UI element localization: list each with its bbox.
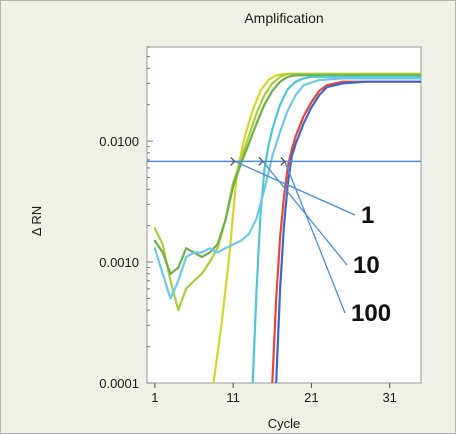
x-tick-label: 11 — [226, 390, 240, 405]
y-minor-ticks — [147, 46, 153, 384]
y-tick-group: 0.0001 0.0010 0.0100 — [99, 134, 139, 391]
series-line-5 — [153, 77, 421, 300]
x-tick-label: 31 — [382, 390, 396, 405]
x-tick-label: 21 — [304, 390, 318, 405]
series-group — [153, 72, 421, 383]
series-line-2 — [153, 72, 421, 312]
annotation-group: 1 10 100 — [230, 156, 391, 327]
annotation-marker-1 — [230, 156, 236, 166]
series-line-4 — [251, 75, 421, 383]
annotation-label-1: 1 — [361, 202, 374, 229]
y-tick-label: 0.0010 — [99, 255, 139, 270]
series-line-3 — [153, 74, 421, 275]
annotation-marker-100 — [280, 156, 286, 166]
annotation-label-10: 10 — [353, 252, 380, 279]
y-tick-label: 0.0001 — [99, 376, 139, 391]
y-axis-label: Δ RN — [29, 206, 44, 236]
series-line-7 — [275, 80, 421, 383]
annotation-label-100: 100 — [351, 300, 391, 327]
series-line-6 — [271, 80, 421, 383]
x-tick-group: 1 11 21 31 — [151, 383, 397, 405]
annotation-leader-100 — [284, 161, 346, 314]
annotation-marker-10 — [258, 156, 264, 166]
chart-title: Amplification — [244, 10, 323, 26]
y-tick-label: 0.0100 — [99, 134, 139, 149]
x-tick-label: 1 — [151, 390, 158, 405]
x-axis-label: Cycle — [268, 416, 301, 431]
